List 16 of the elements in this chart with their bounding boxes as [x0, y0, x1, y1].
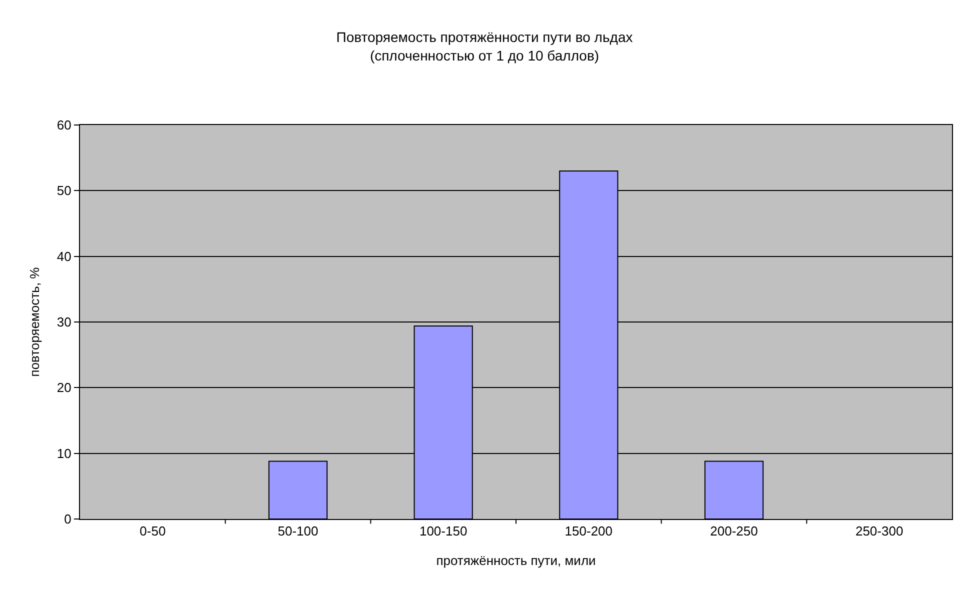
y-tick-label: 10: [56, 446, 72, 461]
x-tick-label: 150-200: [564, 524, 613, 539]
y-axis-title: повторяемость, %: [26, 266, 42, 377]
x-tick-label: 200-250: [710, 524, 758, 539]
x-axis-title: протяжённость пути, мили: [436, 553, 596, 568]
x-tick-label: 250-300: [855, 524, 904, 539]
x-tick-label: 100-150: [419, 524, 468, 539]
x-tick-label: 0-50: [140, 524, 166, 539]
x-tick-label: 50-100: [278, 524, 318, 539]
y-tick-label: 50: [56, 183, 72, 198]
y-tick-label: 30: [56, 314, 72, 330]
y-tick-label: 40: [56, 248, 72, 264]
y-tick-label: 60: [56, 118, 72, 133]
y-tick-label: 20: [56, 380, 72, 396]
y-tick-label: 0: [64, 512, 72, 527]
chart-title: Повторяемость протяжённости пути во льдах (сплоченностью от 1 до 10 баллов): [336, 29, 633, 64]
